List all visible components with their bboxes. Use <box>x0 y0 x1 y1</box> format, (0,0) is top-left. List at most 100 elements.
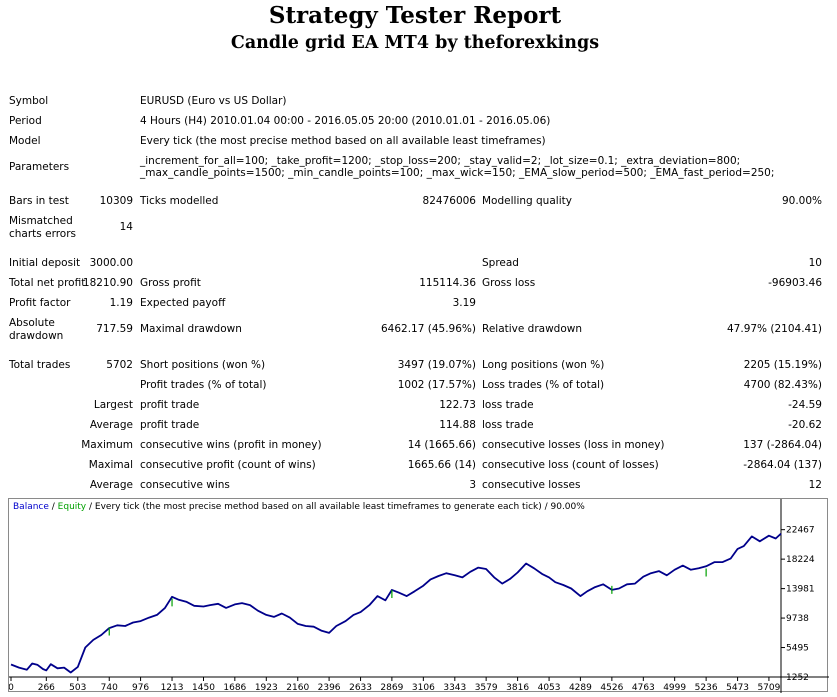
y-tick-label: 22467 <box>786 526 815 536</box>
relative-drawdown-value: 47.97% (2104.41) <box>727 323 822 335</box>
x-tick-label: 1686 <box>223 683 246 693</box>
largest-loss-value: -24.59 <box>788 399 822 411</box>
x-tick-label: 740 <box>101 683 118 693</box>
x-tick-label: 3343 <box>443 683 466 693</box>
x-tick-label: 1213 <box>161 683 184 693</box>
maximal-drawdown-label: Maximal drawdown <box>140 323 242 335</box>
net-profit-label: Total net profit <box>9 277 86 289</box>
y-tick-label: 18224 <box>786 555 815 565</box>
bars-label: Bars in test <box>9 195 69 207</box>
bars-value: 10309 <box>99 195 133 207</box>
max-consecutive-losses-value: 137 (-2864.04) <box>743 439 822 451</box>
x-tick-label: 2869 <box>380 683 403 693</box>
deposit-value: 3000.00 <box>89 257 133 269</box>
report-title: Strategy Tester Report <box>268 2 562 29</box>
largest-loss-label: loss trade <box>482 399 534 411</box>
spread-label: Spread <box>482 257 519 269</box>
gross-profit-label: Gross profit <box>140 277 201 289</box>
loss-trades-label: Loss trades (% of total) <box>482 379 605 391</box>
short-positions-label: Short positions (won %) <box>140 359 266 371</box>
x-tick-label: 0 <box>9 683 14 693</box>
average-loss-value: -20.62 <box>788 419 822 431</box>
ticks-value: 82476006 <box>422 195 476 207</box>
profit-trades-label: Profit trades (% of total) <box>140 379 267 391</box>
mismatch-label: Mismatched <box>9 215 73 227</box>
profit-factor-value: 1.19 <box>109 297 133 309</box>
x-tick-label: 3816 <box>506 683 529 693</box>
average-consecutive-wins-value: 3 <box>469 479 476 491</box>
average-label: Average <box>89 419 133 431</box>
chart-legend: Balance / Equity / Every tick (the most … <box>13 502 585 512</box>
x-tick-label: 1923 <box>255 683 278 693</box>
long-positions-value: 2205 (15.19%) <box>743 359 822 371</box>
largest-label: Largest <box>93 399 133 411</box>
x-tick-label: 4999 <box>663 683 686 693</box>
quality-value: 90.00% <box>781 195 822 207</box>
maximal-consecutive-profit-value: 1665.66 (14) <box>407 459 476 471</box>
average-profit-label: profit trade <box>140 419 200 431</box>
profit-factor-label: Profit factor <box>9 297 71 309</box>
expected-payoff-value: 3.19 <box>452 297 476 309</box>
y-tick-label: 9738 <box>786 614 809 624</box>
model-value: Every tick (the most precise method base… <box>140 135 546 147</box>
legend-separator: / <box>48 502 58 512</box>
model-label: Model <box>9 135 41 147</box>
loss-trades-value: 4700 (82.43%) <box>743 379 822 391</box>
expected-payoff-label: Expected payoff <box>140 297 226 309</box>
average-consecutive-losses-value: 12 <box>808 479 822 491</box>
x-tick-label: 2396 <box>318 683 341 693</box>
maximal-consecutive-profit-label: consecutive profit (count of wins) <box>140 459 316 471</box>
x-tick-label: 5236 <box>695 683 718 693</box>
x-tick-label: 5473 <box>726 683 749 693</box>
maximal-label: Maximal <box>88 459 133 471</box>
parameters-line-1: _increment_for_all=100; _take_profit=120… <box>140 155 741 167</box>
parameters-line-2: _max_candle_points=1500; _min_candle_poi… <box>140 167 775 179</box>
deposit-label: Initial deposit <box>9 257 81 269</box>
max-consecutive-losses-label: consecutive losses (loss in money) <box>482 439 665 451</box>
period-value: 4 Hours (H4) 2010.01.04 00:00 - 2016.05.… <box>140 115 551 127</box>
absolute-drawdown-label-2: drawdown <box>9 330 64 342</box>
max-consecutive-wins-label: consecutive wins (profit in money) <box>140 439 322 451</box>
y-tick-label: 13981 <box>786 585 815 595</box>
average-consecutive-losses-label: consecutive losses <box>482 479 581 491</box>
gross-profit-value: 115114.36 <box>419 277 476 289</box>
x-tick-label: 4053 <box>538 683 561 693</box>
average-loss-label: loss trade <box>482 419 534 431</box>
x-tick-label: 3106 <box>412 683 435 693</box>
maximal-consecutive-loss-label: consecutive loss (count of losses) <box>482 459 659 471</box>
balance-chart: 1252 5495 9738 13981 18224 22467 0 266 503 740 976… <box>8 498 829 693</box>
y-tick-label: 5495 <box>786 644 809 654</box>
parameters-label: Parameters <box>9 161 70 173</box>
x-tick-label: 4526 <box>600 683 623 693</box>
long-positions-label: Long positions (won %) <box>482 359 605 371</box>
ticks-label: Ticks modelled <box>140 195 219 207</box>
net-profit-value: 18210.90 <box>82 277 133 289</box>
average-profit-value: 114.88 <box>439 419 476 431</box>
legend-balance: Balance <box>13 502 49 512</box>
legend-description: / Every tick (the most precise method ba… <box>86 502 585 512</box>
largest-profit-value: 122.73 <box>439 399 476 411</box>
short-positions-value: 3497 (19.07%) <box>397 359 476 371</box>
x-tick-label: 4289 <box>569 683 592 693</box>
average-consecutive-wins-label: consecutive wins <box>140 479 230 491</box>
mismatch-label-2: charts errors <box>9 228 76 240</box>
total-trades-label: Total trades <box>9 359 71 371</box>
gross-loss-label: Gross loss <box>482 277 536 289</box>
largest-profit-label: profit trade <box>140 399 200 411</box>
period-label: Period <box>9 115 42 127</box>
max-consecutive-wins-value: 14 (1665.66) <box>407 439 476 451</box>
mismatch-value: 14 <box>119 221 133 233</box>
absolute-drawdown-label: Absolute <box>9 317 55 329</box>
x-tick-label: 266 <box>38 683 55 693</box>
x-tick-label: 1450 <box>192 683 215 693</box>
y-tick-label: 1252 <box>786 673 809 683</box>
balance-line <box>10 532 782 674</box>
x-tick-label: 3579 <box>475 683 498 693</box>
total-trades-value: 5702 <box>106 359 133 371</box>
maximal-consecutive-loss-value: -2864.04 (137) <box>743 459 822 471</box>
x-tick-label: 976 <box>132 683 149 693</box>
gross-loss-value: -96903.46 <box>768 277 822 289</box>
relative-drawdown-label: Relative drawdown <box>482 323 583 335</box>
symbol-label: Symbol <box>9 95 49 107</box>
spread-value: 10 <box>808 257 822 269</box>
